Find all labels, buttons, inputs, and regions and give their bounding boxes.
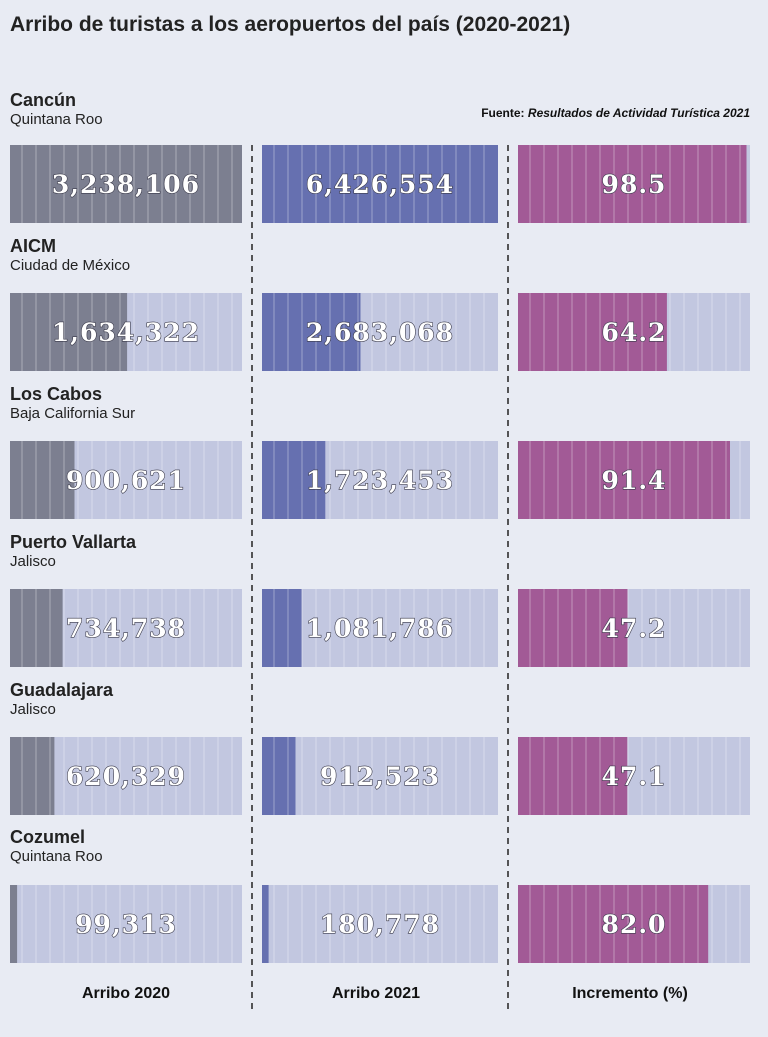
source-label: Fuente: <box>481 106 525 120</box>
category-subtitle: Baja California Sur <box>10 405 136 422</box>
category-subtitle: Jalisco <box>10 553 56 570</box>
bar-increment <box>518 589 628 667</box>
bar-value-label: 734,738 <box>66 614 186 643</box>
bar-value-label: 1,634,322 <box>52 318 200 347</box>
category-name: Cancún <box>10 90 77 110</box>
bar-track-2021 <box>262 737 498 815</box>
series-label-increment: Incremento (%) <box>572 985 688 1002</box>
bar-increment <box>518 737 628 815</box>
bar-track-2020 <box>10 885 242 963</box>
bar-value-label: 180,778 <box>320 910 440 939</box>
source-text: Resultados de Actividad Turística 2021 <box>527 106 750 120</box>
bar-value-label: 2,683,068 <box>306 318 454 347</box>
bar-value-label: 912,523 <box>320 762 440 791</box>
bar-increment <box>518 441 730 519</box>
bar-value-label: 3,238,106 <box>52 170 200 199</box>
bar-value-label: 620,329 <box>66 762 186 791</box>
bar-increment <box>518 293 667 371</box>
bar-increment <box>518 885 709 963</box>
bar-2021 <box>262 293 361 371</box>
chart-source: Fuente: Resultados de Actividad Turístic… <box>481 106 750 120</box>
category-guadalajara: Guadalajara Jalisco <box>10 680 370 720</box>
bar-value-label: 900,621 <box>66 466 186 495</box>
bar-2020 <box>10 145 242 223</box>
bar-2021 <box>262 145 498 223</box>
series-label-2020: Arribo 2020 <box>81 985 171 1002</box>
category-name: Puerto Vallarta <box>10 532 137 552</box>
bar-track-2021 <box>262 885 498 963</box>
bar-value-label: 1,081,786 <box>306 614 454 643</box>
category-puerto-vallarta: Puerto Vallarta Jalisco <box>10 532 370 572</box>
category-name: Los Cabos <box>10 384 103 404</box>
category-subtitle: Jalisco <box>10 701 56 718</box>
category-subtitle: Ciudad de México <box>10 257 131 274</box>
category-cancun: Cancún Quintana Roo <box>10 90 370 130</box>
bar-2021 <box>262 589 302 667</box>
category-los-cabos: Los Cabos Baja California Sur <box>10 384 370 424</box>
bar-value-label: 91.4 <box>602 466 667 495</box>
chart-title: Arribo de turistas a los aeropuertos del… <box>10 13 571 36</box>
bar-increment <box>518 145 747 223</box>
bar-value-label: 82.0 <box>602 910 667 939</box>
category-subtitle: Quintana Roo <box>10 111 103 128</box>
category-name: AICM <box>10 236 56 256</box>
bar-value-label: 47.1 <box>602 762 667 791</box>
bar-2021 <box>262 885 269 963</box>
category-subtitle: Quintana Roo <box>10 848 103 865</box>
bar-2020 <box>10 441 75 519</box>
bar-value-label: 1,723,453 <box>306 466 454 495</box>
bar-2020 <box>10 885 18 963</box>
category-name: Guadalajara <box>10 680 114 700</box>
series-label-2021: Arribo 2021 <box>331 985 421 1002</box>
bar-2020 <box>10 589 63 667</box>
bar-value-label: 64.2 <box>602 318 667 347</box>
bar-2020 <box>10 737 55 815</box>
category-cozumel: Cozumel Quintana Roo <box>10 827 370 867</box>
bar-2021 <box>262 441 326 519</box>
bar-value-label: 47.2 <box>602 614 667 643</box>
bar-2021 <box>262 737 296 815</box>
category-name: Cozumel <box>10 827 86 847</box>
bar-value-label: 6,426,554 <box>306 170 454 199</box>
bar-value-label: 99,313 <box>75 910 177 939</box>
bar-2020 <box>10 293 128 371</box>
category-aicm: AICM Ciudad de México <box>10 236 370 276</box>
bar-value-label: 98.5 <box>602 170 667 199</box>
